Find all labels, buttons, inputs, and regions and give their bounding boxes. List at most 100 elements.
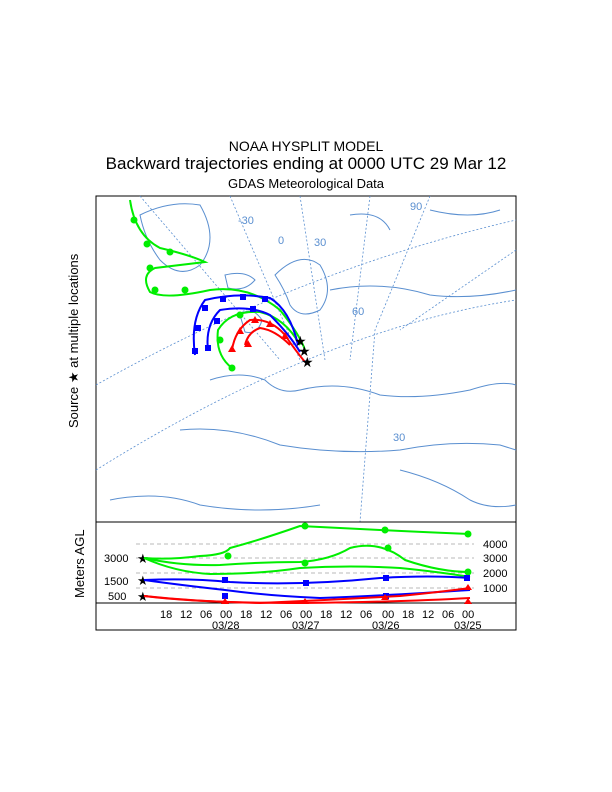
africa-north-coast (179, 428, 517, 453)
profile-3000m (143, 524, 471, 578)
grid-label: 90 (410, 201, 422, 213)
grid-label: 30 (314, 237, 326, 249)
profile-1500m (143, 575, 471, 600)
map-graticule (95, 195, 517, 523)
time-tick-label: 00 (300, 609, 312, 621)
meridian-line (229, 195, 301, 361)
profile-3000m-markers (224, 522, 472, 576)
trajectory-marker (266, 320, 274, 327)
time-tick-label: 18 (160, 609, 172, 621)
trajectory-marker (202, 305, 208, 311)
profile-line (143, 557, 471, 578)
time-tick-label: 18 (320, 609, 332, 621)
profile-marker (303, 580, 309, 586)
profile-marker (381, 526, 389, 534)
time-tick-label: 18 (240, 609, 252, 621)
time-tick-label: 06 (360, 609, 372, 621)
latitude-circle (95, 299, 517, 471)
trajectory-marker (151, 286, 159, 294)
date-label: 03/27 (292, 620, 320, 632)
trajectory-marker (251, 316, 259, 323)
trajectory-marker (220, 296, 226, 302)
data-source-label: GDAS Meteorological Data (227, 176, 385, 191)
height-tick-label: 4000 (483, 539, 507, 551)
trajectory-path (206, 307, 301, 353)
trajectory-marker (143, 240, 151, 248)
date-label: 03/28 (212, 620, 240, 632)
arctic-island (349, 213, 391, 231)
model-title: NOAA HYSPLIT MODEL (228, 138, 384, 154)
time-tick-label: 06 (280, 609, 292, 621)
source-stars: ★ ★ ★ (294, 333, 314, 370)
trajectory-marker (228, 364, 236, 372)
africa-border (109, 495, 321, 511)
profile-marker (464, 530, 472, 538)
trajectory-marker (192, 348, 198, 354)
height-tick-label: 3000 (483, 553, 507, 565)
time-tick-label: 00 (220, 609, 232, 621)
profile-marker (464, 584, 472, 590)
height-tick-label: 2000 (483, 568, 507, 580)
time-tick-label: 06 (200, 609, 212, 621)
mediterranean-north-coast (209, 374, 517, 398)
profile-500m (143, 587, 471, 605)
profile-marker (301, 598, 309, 604)
scandinavia-outline (274, 258, 328, 315)
profile-line (143, 524, 471, 560)
trajectory-marker (240, 294, 246, 300)
time-tick-label: 18 (402, 609, 414, 621)
date-label: 03/25 (454, 620, 482, 632)
profile-marker (222, 593, 228, 599)
plot-subtitle: Backward trajectories ending at 0000 UTC… (105, 154, 507, 173)
profile-marker (464, 568, 472, 576)
trajectory-path (244, 326, 291, 346)
trajectory-marker (236, 327, 244, 334)
star-icon: ★ (298, 343, 311, 359)
meridian-line (139, 195, 281, 361)
grid-label: 60 (352, 306, 364, 318)
profile-marker (464, 575, 470, 581)
profile-line (143, 579, 471, 600)
arctic-island (429, 209, 501, 216)
map-grid-labels: -30 0 30 60 90 30 (238, 201, 422, 444)
trajectory-marker (195, 325, 201, 331)
time-tick-label: 12 (180, 609, 192, 621)
grid-label: 30 (393, 432, 405, 444)
start-height-label: 500 (108, 591, 126, 603)
grid-label: -30 (238, 215, 254, 227)
profile-line (143, 595, 471, 605)
profile-marker (221, 598, 229, 604)
star-icon: ★ (137, 589, 149, 604)
meridian-line (399, 249, 517, 331)
profile-marker (381, 594, 389, 600)
trajectory-3000m-map (129, 199, 306, 369)
time-tick-label: 06 (442, 609, 454, 621)
start-height-label: 3000 (104, 553, 128, 565)
profile-marker (224, 552, 232, 560)
trajectory-path (216, 310, 301, 369)
star-icon: ★ (301, 354, 314, 370)
meridian-line (349, 195, 371, 361)
star-icon: ★ (137, 573, 149, 588)
start-height-labels: 3000 1500 500 ★ ★ ★ (104, 551, 149, 604)
date-label: 03/26 (372, 620, 400, 632)
meridian-line (359, 195, 431, 523)
trajectory-marker (214, 318, 220, 324)
profile-marker (384, 544, 392, 552)
star-icon: ★ (137, 551, 149, 566)
height-tick-label: 1000 (483, 583, 507, 595)
trajectory-3000m-markers (130, 216, 244, 372)
trajectory-marker (281, 332, 289, 339)
time-axis: 18 12 06 00 18 12 06 00 18 12 06 00 18 1… (160, 609, 482, 632)
russia-coast (329, 285, 517, 298)
profile-500m-markers (221, 584, 472, 604)
latitude-circle (95, 219, 517, 386)
grid-label: 0 (278, 235, 284, 247)
trajectory-marker (146, 264, 154, 272)
time-tick-label: 00 (462, 609, 474, 621)
profile-marker (464, 598, 472, 604)
trajectory-marker (130, 216, 138, 224)
profile-marker (301, 559, 309, 567)
profile-line (143, 575, 471, 585)
